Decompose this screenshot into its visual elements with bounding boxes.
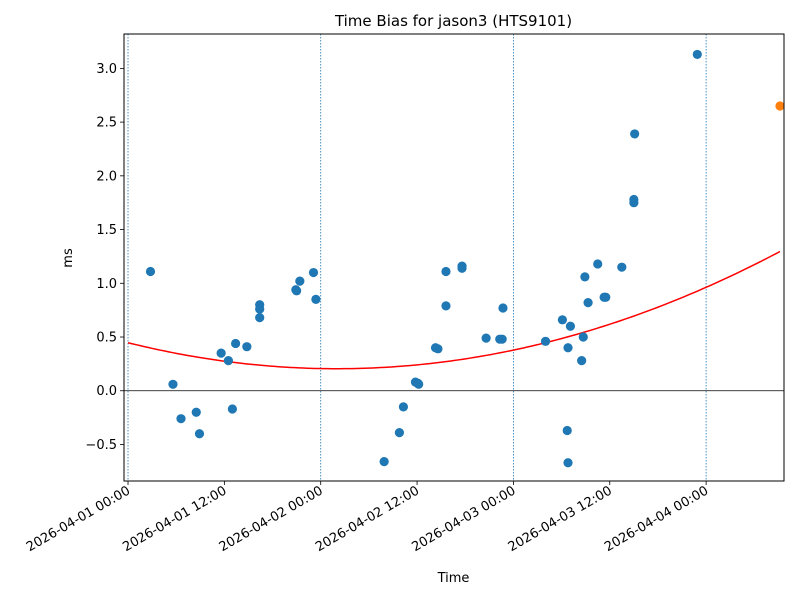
data-point — [617, 262, 627, 272]
data-point — [311, 294, 321, 305]
data-point — [168, 379, 178, 389]
data-point — [292, 286, 302, 296]
data-point — [601, 292, 611, 302]
data-point — [194, 429, 205, 439]
data-point — [497, 334, 507, 344]
data-point — [562, 425, 572, 436]
data-point — [580, 272, 590, 282]
data-point — [379, 457, 389, 467]
data-point — [557, 315, 567, 325]
data-point — [457, 263, 467, 273]
data-point — [223, 356, 233, 366]
data-point — [231, 338, 241, 349]
y-tick-label: 1.0 — [96, 277, 117, 292]
data-point — [394, 428, 405, 438]
data-point — [481, 333, 491, 343]
y-axis-label: ms — [61, 248, 76, 268]
data-point — [563, 343, 573, 353]
data-point — [255, 304, 265, 314]
data-point — [630, 129, 640, 139]
data-point — [565, 321, 576, 331]
data-point — [540, 336, 551, 346]
data-point — [578, 332, 588, 342]
data-point — [441, 301, 451, 311]
data-point — [593, 259, 603, 269]
data-point — [498, 303, 508, 313]
y-tick-label: 2.0 — [96, 169, 117, 184]
data-point — [242, 342, 252, 352]
y-tick-label: −0.5 — [85, 438, 117, 453]
y-tick-label: 0.5 — [96, 331, 117, 346]
data-point — [692, 49, 702, 60]
data-point — [295, 276, 305, 286]
x-axis-label: Time — [437, 571, 470, 586]
data-point — [398, 402, 409, 412]
data-point — [583, 298, 593, 308]
data-point — [176, 414, 186, 424]
data-point — [255, 313, 265, 323]
predicted-point — [775, 101, 784, 111]
plot-contents — [124, 34, 784, 481]
chart-title: Time Bias for jason3 (HTS9101) — [334, 12, 572, 30]
data-point — [216, 348, 226, 358]
data-point — [191, 407, 201, 417]
y-tick-label: 2.5 — [96, 116, 117, 131]
fit-curve — [127, 250, 781, 370]
y-tick-label: 3.0 — [96, 62, 117, 77]
y-tick-label: 1.5 — [96, 223, 117, 238]
data-point — [227, 404, 237, 414]
data-point — [433, 344, 443, 354]
y-tick-label: 0.0 — [96, 384, 117, 399]
data-point — [629, 198, 639, 208]
data-point — [441, 266, 451, 277]
data-point — [577, 356, 587, 366]
data-point — [563, 458, 573, 468]
data-point — [145, 266, 156, 277]
data-point — [414, 379, 424, 389]
axes-frame — [123, 33, 785, 482]
data-point — [308, 267, 319, 278]
